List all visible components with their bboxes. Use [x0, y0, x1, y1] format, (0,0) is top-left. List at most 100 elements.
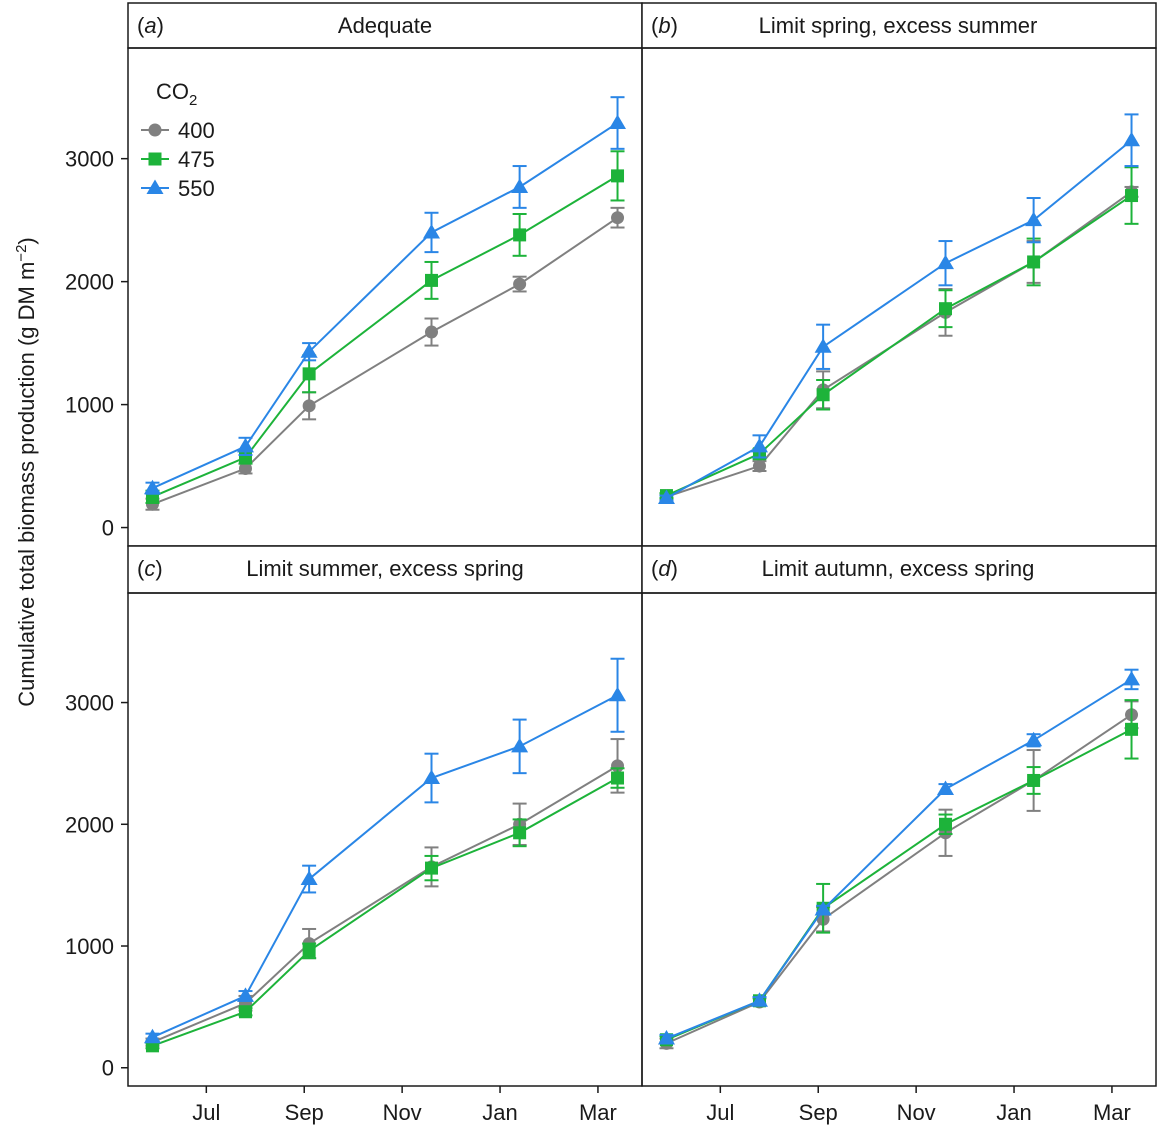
- series-400: [659, 700, 1139, 1050]
- legend-entry-400: 400: [141, 118, 215, 143]
- x-tick-label: Jan: [482, 1100, 517, 1125]
- data-point: [1027, 255, 1041, 269]
- series-400: [145, 206, 625, 511]
- x-tick-label: Mar: [1093, 1100, 1131, 1125]
- series-line: [666, 194, 1133, 497]
- data-point: [752, 459, 766, 473]
- series-line: [152, 764, 619, 1044]
- series-line: [666, 678, 1133, 1040]
- x-tick-label: Mar: [579, 1100, 617, 1125]
- y-tick-label: 0: [102, 1056, 114, 1081]
- data-point: [513, 228, 527, 242]
- data-point: [814, 338, 832, 353]
- y-tick-label: 0: [102, 516, 114, 541]
- series-550: [657, 668, 1141, 1045]
- data-point: [511, 178, 529, 193]
- data-point: [609, 114, 627, 130]
- data-point: [1025, 211, 1043, 227]
- panel-strip: [641, 2, 1157, 49]
- data-point: [511, 737, 529, 753]
- series-475: [659, 699, 1139, 1047]
- x-tick-label: Jul: [192, 1100, 220, 1125]
- data-point: [425, 273, 439, 287]
- x-tick-label: Nov: [383, 1100, 422, 1125]
- data-point: [143, 1028, 161, 1044]
- series-line: [152, 216, 619, 506]
- data-point: [513, 277, 527, 291]
- legend-title: CO2: [156, 79, 197, 109]
- x-tick-label: Sep: [285, 1100, 324, 1125]
- y-axis-label: Cumulative total biomass production (g D…: [13, 237, 40, 707]
- legend-entry-550: 550: [141, 176, 215, 201]
- y-tick-label: 3000: [65, 691, 114, 716]
- data-point: [423, 769, 441, 785]
- data-point: [238, 462, 252, 476]
- panel-title: Adequate: [338, 13, 432, 38]
- data-point: [750, 992, 768, 1007]
- data-point: [611, 211, 625, 225]
- series-550: [143, 657, 627, 1044]
- y-tick-label: 3000: [65, 147, 114, 172]
- panel-strip: [641, 545, 1157, 594]
- data-point: [300, 343, 318, 358]
- panel-title: Limit summer, excess spring: [246, 556, 524, 581]
- series-line: [152, 122, 619, 490]
- data-point: [611, 169, 625, 183]
- data-point: [939, 817, 953, 831]
- data-point: [425, 861, 439, 875]
- y-tick-label: 2000: [65, 270, 114, 295]
- x-tick-label: Jan: [996, 1100, 1031, 1125]
- data-point: [657, 1030, 675, 1045]
- data-point: [1123, 670, 1141, 686]
- data-point: [657, 489, 675, 505]
- series-line: [152, 777, 619, 1047]
- series-475: [145, 767, 625, 1053]
- series-line: [666, 728, 1132, 1041]
- series-550: [143, 96, 627, 495]
- data-point: [236, 437, 254, 453]
- series-550: [657, 113, 1141, 505]
- data-point: [513, 826, 527, 840]
- legend-label: 475: [178, 147, 215, 172]
- panel-frame: [641, 592, 1157, 1087]
- data-point: [302, 367, 316, 381]
- panel-c: (c) Limit summer, excess spring 0 1000 2000 3…: [65, 545, 643, 1125]
- panel-letter: (c): [137, 556, 163, 581]
- data-point: [1025, 731, 1043, 747]
- data-point: [814, 900, 832, 916]
- panel-letter: (d): [651, 556, 678, 581]
- panels: (a) Adequate 0 1000 2000 3000 CO2 400 475 550 (b) L…: [65, 2, 1157, 1125]
- data-point: [937, 254, 955, 270]
- data-point: [143, 479, 161, 495]
- y-tick-label: 1000: [65, 934, 114, 959]
- data-point: [1027, 773, 1041, 787]
- data-point: [750, 437, 768, 453]
- panel-strip: [127, 2, 643, 49]
- panel-title: Limit spring, excess summer: [759, 13, 1038, 38]
- x-tick-label: Sep: [799, 1100, 838, 1125]
- series-475: [659, 166, 1139, 503]
- data-point: [300, 870, 318, 886]
- panel-strip: [127, 545, 643, 594]
- legend-label: 400: [178, 118, 215, 143]
- legend-marker: [146, 179, 164, 194]
- legend-entry-475: 475: [141, 147, 215, 172]
- panel-frame: [127, 592, 643, 1087]
- data-point: [609, 686, 627, 702]
- panel-a: (a) Adequate 0 1000 2000 3000 CO2 400 475 550: [65, 2, 643, 547]
- x-tick-label: Nov: [897, 1100, 936, 1125]
- data-point: [611, 771, 625, 785]
- panel-b: (b) Limit spring, excess summer: [641, 2, 1157, 547]
- data-point: [302, 944, 316, 958]
- data-point: [423, 223, 441, 239]
- panel-title: Limit autumn, excess spring: [762, 556, 1035, 581]
- x-tick-label: Jul: [706, 1100, 734, 1125]
- data-point: [238, 1005, 252, 1019]
- panel-d: (d) Limit autumn, excess spring Jul Sep Nov J…: [641, 545, 1157, 1125]
- y-tick-label: 1000: [65, 393, 114, 418]
- legend-marker: [148, 152, 162, 166]
- data-point: [939, 302, 953, 316]
- data-point: [1125, 189, 1139, 203]
- y-tick-label: 2000: [65, 812, 114, 837]
